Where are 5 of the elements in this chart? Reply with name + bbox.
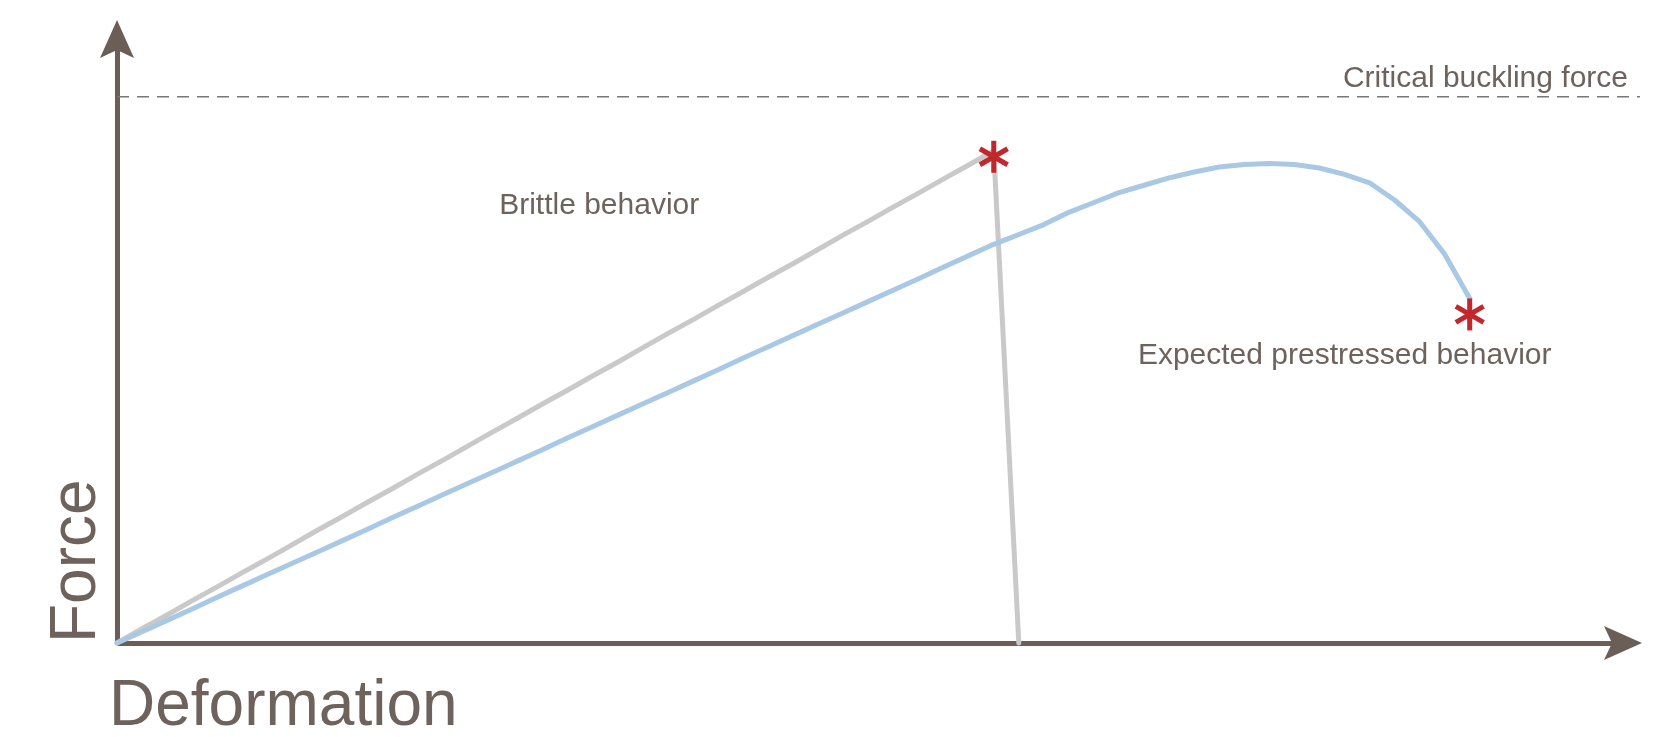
annotation: Brittle behavior (499, 186, 700, 220)
x-axis-title: Deformation (109, 667, 458, 737)
ref-line-label: Critical buckling force (1342, 59, 1628, 93)
y-axis-title: Force (37, 479, 109, 643)
annotation: Expected prestressed behavior (1137, 337, 1552, 371)
